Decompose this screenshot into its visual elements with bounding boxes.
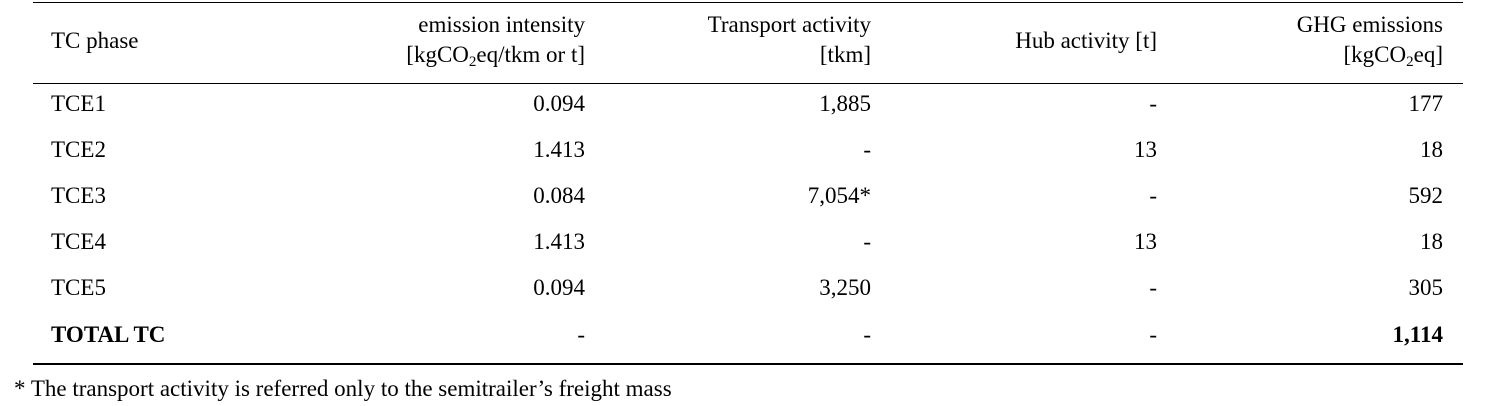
cell-phase: TCE4 [51,229,106,254]
cell-intensity: 0.094 [533,91,585,116]
cell-phase: TCE2 [51,137,106,162]
cell-phase: TCE3 [51,183,106,208]
cell-intensity-total: - [577,322,585,347]
cell-intensity: 1.413 [533,137,585,162]
cell-transport-total: - [863,322,871,347]
header-ghg-emissions: GHG emissions [kgCO2eq] [1159,10,1443,70]
cell-phase: TCE1 [51,91,106,116]
cell-transport: - [863,137,871,162]
cell-transport: - [863,229,871,254]
header-hub-activity-label: Hub activity [t] [1015,28,1157,53]
header-tc-phase-label: TC phase [51,28,139,53]
cell-transport: 7,054* [807,183,871,208]
cell-ghg: 592 [1408,183,1444,208]
header-divider-rule [33,83,1463,84]
header-ghg-emissions-unit: [kgCO2eq] [1343,42,1444,70]
cell-ghg: 305 [1408,275,1444,300]
table-row: TCE5 0.094 3,250 - 305 [33,273,1463,319]
cell-hub: - [1149,91,1157,116]
table-row: TCE2 1.413 - 13 18 [33,135,1463,181]
header-ghg-emissions-line1: GHG emissions [1296,12,1443,37]
header-emission-intensity-unit: [kgCO2eq/tkm or t] [406,42,585,70]
table-row: TCE1 0.094 1,885 - 177 [33,89,1463,135]
header-tc-phase: TC phase [51,26,331,56]
table-row: TCE3 0.084 7,054* - 592 [33,181,1463,227]
cell-hub: - [1149,183,1157,208]
table-bottom-rule [33,363,1463,365]
cell-transport: 3,250 [819,275,871,300]
header-emission-intensity-line1: emission intensity [418,12,585,37]
table-row-total: TOTAL TC - - - 1,114 [33,320,1463,366]
cell-intensity: 1.413 [533,229,585,254]
cell-hub: 13 [1134,137,1157,162]
header-emission-intensity: emission intensity [kgCO2eq/tkm or t] [333,10,585,70]
cell-intensity: 0.084 [533,183,585,208]
cell-phase-total: TOTAL TC [51,322,166,347]
cell-phase: TCE5 [51,275,106,300]
table-top-rule [33,2,1463,3]
cell-hub-total: - [1149,322,1157,347]
table-footnote: * The transport activity is referred onl… [14,376,672,401]
cell-hub: - [1149,275,1157,300]
header-transport-activity-line1: Transport activity [707,12,871,37]
cell-transport: 1,885 [819,91,871,116]
cell-intensity: 0.094 [533,275,585,300]
cell-ghg-total: 1,114 [1392,322,1443,347]
header-transport-activity-unit: [tkm] [819,42,871,67]
header-transport-activity: Transport activity [tkm] [593,10,871,70]
cell-ghg: 177 [1408,91,1444,116]
cell-ghg: 18 [1420,229,1443,254]
header-hub-activity: Hub activity [t] [873,26,1157,56]
table-row: TCE4 1.413 - 13 18 [33,227,1463,273]
cell-ghg: 18 [1420,137,1443,162]
cell-hub: 13 [1134,229,1157,254]
